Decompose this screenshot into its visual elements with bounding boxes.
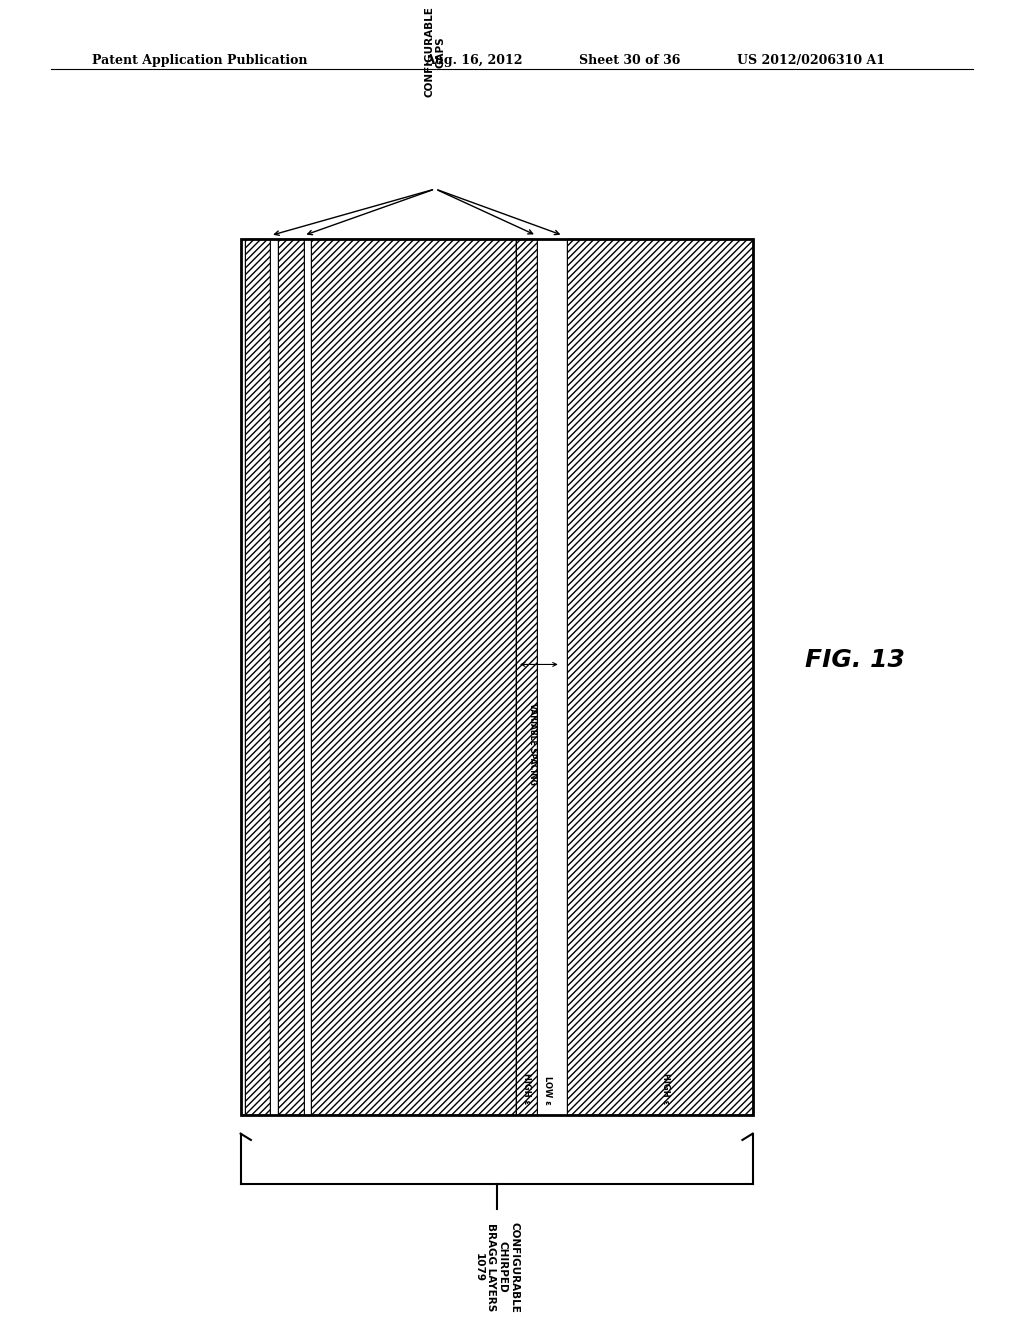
Text: Aug. 16, 2012: Aug. 16, 2012 <box>425 54 522 67</box>
Bar <box>245 239 270 1115</box>
Text: HIGH ε: HIGH ε <box>662 1073 670 1105</box>
Bar <box>303 239 311 1115</box>
Text: CONFIGURABLE
CHIRPED
BRAGG LAYERS
1079: CONFIGURABLE CHIRPED BRAGG LAYERS 1079 <box>474 1222 519 1312</box>
Text: Sheet 30 of 36: Sheet 30 of 36 <box>579 54 680 67</box>
Text: LOW ε: LOW ε <box>544 1076 552 1105</box>
Bar <box>567 239 753 1115</box>
Bar <box>516 239 537 1115</box>
Bar <box>537 239 559 1115</box>
Text: HIGH ε: HIGH ε <box>522 1073 530 1105</box>
Bar <box>278 239 303 1115</box>
Text: FIG. 13: FIG. 13 <box>805 648 905 672</box>
Bar <box>311 239 516 1115</box>
Bar <box>516 239 537 1115</box>
Bar <box>567 239 753 1115</box>
Bar <box>559 239 567 1115</box>
Text: Patent Application Publication: Patent Application Publication <box>92 54 307 67</box>
Bar <box>241 239 753 1115</box>
Bar <box>241 239 245 1115</box>
Bar <box>278 239 303 1115</box>
Text: US 2012/0206310 A1: US 2012/0206310 A1 <box>737 54 886 67</box>
Bar <box>311 239 516 1115</box>
Bar <box>270 239 278 1115</box>
Bar <box>245 239 270 1115</box>
Text: CONFIGURABLE
GAPS: CONFIGURABLE GAPS <box>424 7 446 98</box>
Text: VARIABLE SPACING: VARIABLE SPACING <box>528 704 537 785</box>
